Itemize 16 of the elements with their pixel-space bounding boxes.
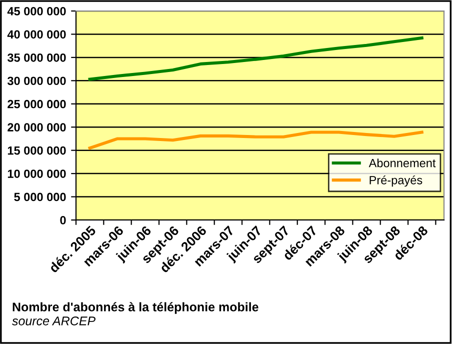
y-tick-label: 5 000 000: [14, 192, 66, 202]
y-tick-label: 0: [60, 216, 66, 224]
y-tick-label: 20 000 000: [8, 123, 66, 132]
y-tick-label: 35 000 000: [7, 53, 66, 62]
line-series: [88, 36, 424, 81]
legend-label: Abonnement: [368, 158, 436, 168]
y-tick-label: 10 000 000: [8, 170, 66, 178]
y-tick-label: 45 000 000: [7, 7, 66, 16]
source-note: source ARCEP: [12, 316, 96, 326]
y-tick-label: 25 000 000: [8, 100, 66, 108]
y-tick-label: 40 000 000: [7, 30, 66, 39]
legend-label: Pré-payés: [370, 176, 422, 187]
y-tick-label: 30 000 000: [7, 76, 66, 86]
y-tick-label: 15 000 000: [8, 146, 66, 155]
line-series: [88, 130, 424, 150]
text: Nombre d'abonnés à la téléphonie mobile: [12, 302, 258, 314]
